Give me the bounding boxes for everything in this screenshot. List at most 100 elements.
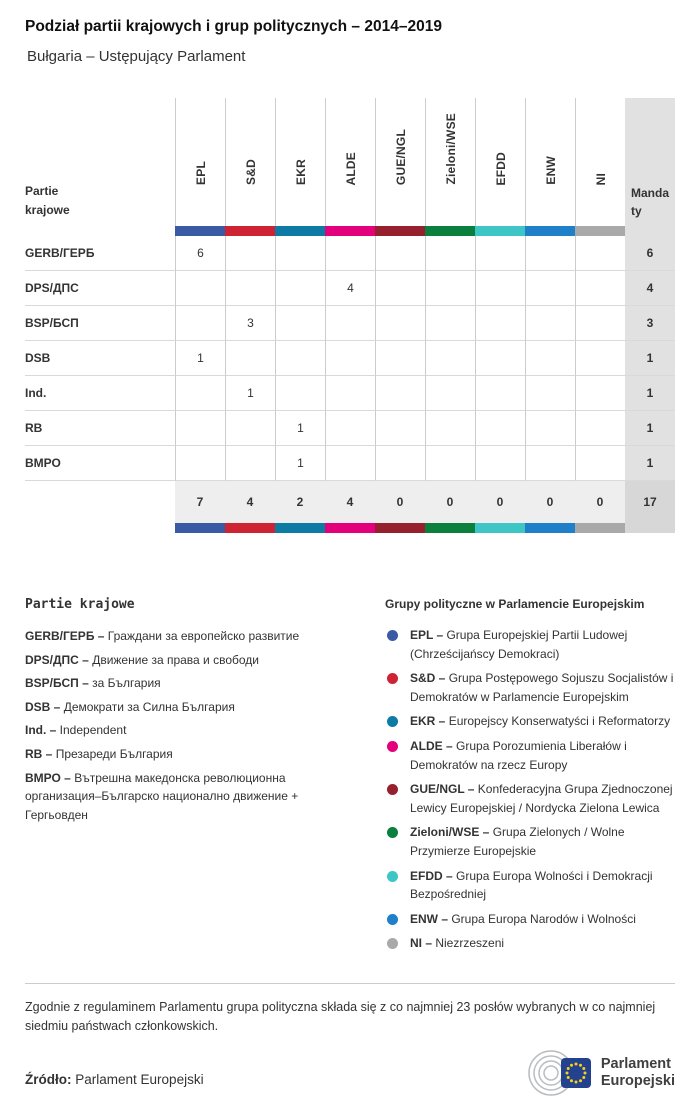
- column-header-epl: EPL: [175, 98, 225, 226]
- bottom-bar-enw: [525, 523, 575, 533]
- legend-group-item: Zieloni/WSE – Grupa Zielonych / Wolne Pr…: [385, 823, 675, 860]
- legend-group-item: GUE/NGL – Konfederacyjna Grupa Zjednoczo…: [385, 780, 675, 817]
- group-color-dot: [387, 740, 398, 752]
- seat-cell-efdd: [475, 341, 525, 376]
- legends: Partie krajowe GERB/ГЕРБ – Граждани за е…: [25, 597, 675, 959]
- party-name-cell: ВМРО: [25, 446, 175, 481]
- seat-cell-ekr: [275, 341, 325, 376]
- legend-party-abbr: DPS/ДПС –: [25, 652, 93, 667]
- seat-cell-efdd: [475, 236, 525, 271]
- party-name-cell: Ind.: [25, 376, 175, 411]
- legend-party-text: Демократи за Силна България: [63, 699, 235, 714]
- legend-party-item: BSP/БСП – за България: [25, 674, 355, 693]
- column-header-enw: ENW: [525, 98, 575, 226]
- group-color-dot: [387, 870, 398, 882]
- seat-cell-gue-ngl: [375, 236, 425, 271]
- seat-cell-alde: [325, 376, 375, 411]
- color-bar-epl: [175, 226, 225, 236]
- totals-spacer: [25, 481, 175, 523]
- legend-party-abbr: RB –: [25, 746, 56, 761]
- column-total-enw: 0: [525, 481, 575, 523]
- ep-logo-text-line2: Europejski: [600, 1072, 675, 1089]
- color-bar-efdd: [475, 226, 525, 236]
- ep-logo-text-line1: Parlament: [600, 1055, 671, 1072]
- legend-group-text: Grupa Europa Wolności i Demokracji Bezpo…: [410, 868, 653, 902]
- seat-cell-ekr: [275, 271, 325, 306]
- legend-party-text: за България: [92, 676, 161, 691]
- ep-logo: Parlament Europejski: [523, 1049, 675, 1097]
- seat-cell-alde: [325, 411, 375, 446]
- seat-cell-s-d: [225, 236, 275, 271]
- seat-cell-epl: [175, 411, 225, 446]
- row-group-header: Partie krajowe: [25, 98, 175, 226]
- legend-group-text: Europejscy Konserwatyści i Reformatorzy: [448, 714, 671, 729]
- column-total-efdd: 0: [475, 481, 525, 523]
- seat-cell-gue-ngl: [375, 411, 425, 446]
- column-total-zieloni-wse: 0: [425, 481, 475, 523]
- column-header-zieloni-wse: Zieloni/WSE: [425, 98, 475, 226]
- legend-party-item: DSB – Демократи за Силна България: [25, 698, 355, 717]
- column-total-ni: 0: [575, 481, 625, 523]
- seat-cell-gue-ngl: [375, 271, 425, 306]
- legend-party-text: Граждани за европейско развитие: [107, 629, 300, 643]
- legend-groups-title: Grupy polityczne w Parlamencie Europejsk…: [385, 597, 645, 611]
- mandates-cell: 1: [625, 411, 675, 446]
- seat-cell-efdd: [475, 271, 525, 306]
- color-bar-enw: [525, 226, 575, 236]
- legend-group-item: NI – Niezrzeszeni: [385, 934, 675, 953]
- seat-cell-gue-ngl: [375, 446, 425, 481]
- color-bar-spacer: [25, 226, 175, 236]
- ep-logo-text: Parlament Europejski: [601, 1056, 675, 1089]
- bottom-bar-zieloni-wse: [425, 523, 475, 533]
- seat-cell-zieloni-wse: [425, 411, 475, 446]
- legend-group-text: Grupa Europa Narodów i Wolności: [451, 911, 636, 926]
- legend-group-item: S&D – Grupa Postępowego Sojuszu Socjalis…: [385, 669, 675, 706]
- column-total-gue-ngl: 0: [375, 481, 425, 523]
- column-header-label: ENW: [543, 156, 558, 185]
- page-subtitle: Bułgaria – Ustępujący Parlament: [27, 48, 246, 65]
- legend-group-abbr: GUE/NGL –: [410, 782, 478, 797]
- legend-groups-items: EPL – Grupa Europejskiej Partii Ludowej …: [385, 626, 675, 953]
- mandates-cell: 6: [625, 236, 675, 271]
- legend-group-text: Grupa Porozumienia Liberałów i Demokrató…: [410, 738, 627, 772]
- legend-group-text: Grupa Postępowego Sojuszu Socjalistów i …: [410, 671, 674, 704]
- legend-party-item: GERB/ГЕРБ – Граждани за европейско разви…: [25, 627, 355, 646]
- party-name-cell: DPS/ДПС: [25, 271, 175, 306]
- seat-cell-efdd: [475, 446, 525, 481]
- legend-group-text: Niezrzeszeni: [435, 936, 505, 951]
- seat-cell-epl: 6: [175, 236, 225, 271]
- legend-group-item: ENW – Grupa Europa Narodów i Wolności: [385, 910, 675, 929]
- legend-party-abbr: Ind. –: [25, 723, 60, 738]
- party-name-cell: GERB/ГЕРБ: [25, 236, 175, 271]
- column-header-ni: NI: [575, 98, 625, 226]
- seat-cell-zieloni-wse: [425, 446, 475, 481]
- source-label: Źródło:: [25, 1071, 72, 1087]
- legend-group-abbr: ENW –: [410, 911, 452, 926]
- column-header-label: EPL: [193, 161, 208, 185]
- column-header-ekr: EKR: [275, 98, 325, 226]
- legend-party-text: Презареди България: [55, 746, 173, 761]
- legend-group-text: Grupa Zielonych / Wolne Przymierze Europ…: [410, 825, 625, 858]
- page-title: Podział partii krajowych i grup politycz…: [25, 18, 442, 35]
- seat-cell-enw: [525, 306, 575, 341]
- seat-cell-s-d: 3: [225, 306, 275, 341]
- legend-political-groups: Grupy polityczne w Parlamencie Europejsk…: [385, 597, 675, 959]
- column-header-gue-ngl: GUE/NGL: [375, 98, 425, 226]
- seat-cell-epl: [175, 271, 225, 306]
- seat-cell-efdd: [475, 376, 525, 411]
- legend-group-abbr: EKR –: [410, 714, 449, 729]
- bottom-bar-efdd: [475, 523, 525, 533]
- seat-cell-gue-ngl: [375, 376, 425, 411]
- seat-cell-enw: [525, 271, 575, 306]
- seat-cell-efdd: [475, 306, 525, 341]
- seat-cell-enw: [525, 411, 575, 446]
- seat-cell-epl: 1: [175, 341, 225, 376]
- column-total-alde: 4: [325, 481, 375, 523]
- source-value: Parlament Europejski: [75, 1071, 204, 1087]
- footer-divider: [25, 982, 675, 984]
- grand-total-cell: 17: [625, 481, 675, 523]
- seat-cell-s-d: 1: [225, 376, 275, 411]
- seat-cell-ekr: 1: [275, 411, 325, 446]
- seat-cell-epl: [175, 376, 225, 411]
- legend-parties-items: GERB/ГЕРБ – Граждани за европейско разви…: [25, 627, 355, 824]
